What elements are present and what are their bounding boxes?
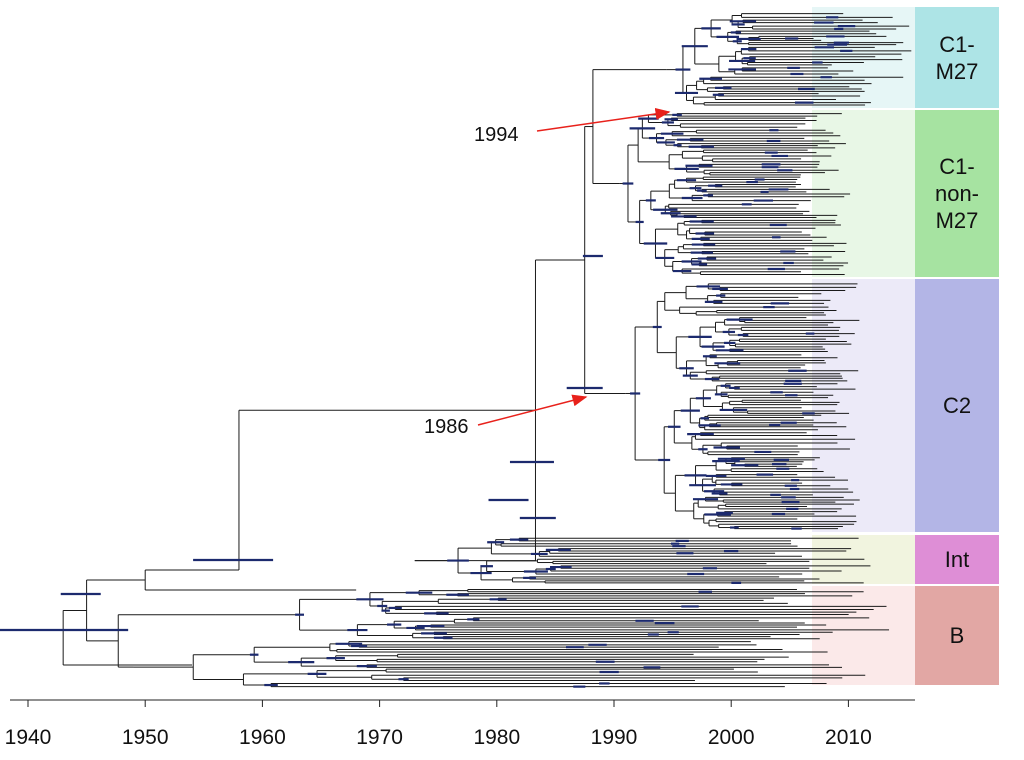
axis-tick-label: 1980 <box>473 726 520 749</box>
axis-tick-label: 1960 <box>239 726 286 749</box>
clade-label-c1-non-m27: C1- non- M27 <box>915 110 999 277</box>
clade-label-c2-text: C2 <box>942 393 972 418</box>
clade-label-c1-m27: C1- M27 <box>915 7 999 108</box>
clade-label-int: Int <box>915 535 999 584</box>
clade-label-b-text: B <box>949 623 965 648</box>
clade-label-c1-m27-text: C1- M27 <box>935 31 979 84</box>
annotation-1994-arrow <box>536 107 671 132</box>
time-axis: 1940 1950 1960 1970 1980 1990 2000 2010 <box>5 699 915 749</box>
axis-tick-label: 1990 <box>591 726 638 749</box>
axis-tick-label: 1970 <box>356 726 403 749</box>
clade-shading <box>812 7 915 685</box>
axis-tick-label: 1940 <box>5 726 52 749</box>
clade-label-b: B <box>915 586 999 685</box>
node-interval-bars <box>0 16 856 688</box>
axis-tick-label: 2000 <box>708 726 755 749</box>
clade-shade <box>812 279 915 532</box>
axis-tick-label: 2010 <box>825 726 872 749</box>
tree-branches <box>62 13 912 688</box>
axis-tick-label: 1950 <box>122 726 169 749</box>
clade-label-c1-non-m27-text: C1- non- M27 <box>934 154 980 233</box>
annotation-1994-label: 1994 <box>474 124 519 146</box>
clade-label-c2: C2 <box>915 279 999 532</box>
annotation-1986-label: 1986 <box>424 416 469 438</box>
clade-label-int-text: Int <box>944 547 970 572</box>
clade-shade <box>812 586 915 685</box>
annotation-1986-arrow <box>477 394 588 426</box>
annotations: 1994 1986 <box>424 107 671 438</box>
